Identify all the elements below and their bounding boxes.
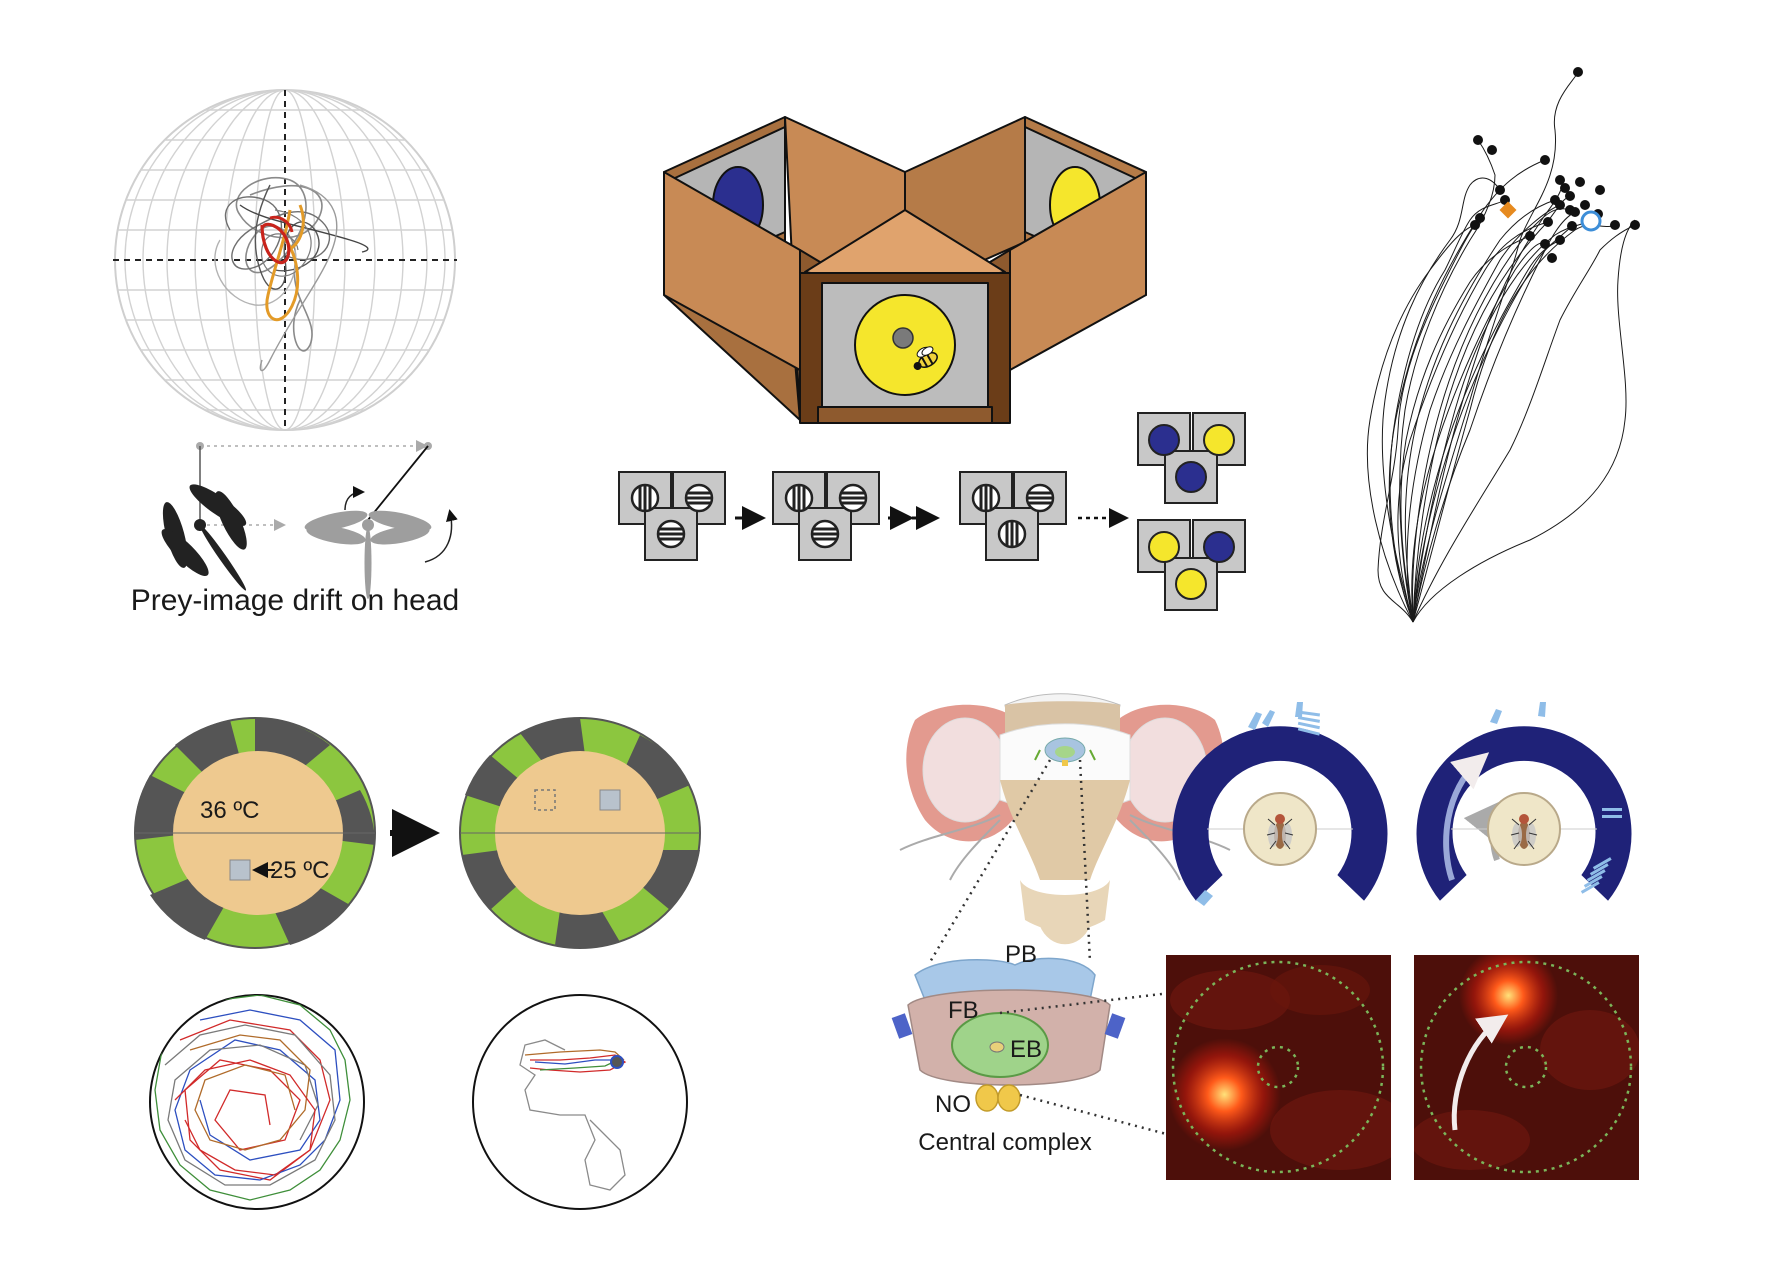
stimulus-trio xyxy=(618,471,726,561)
rotation-arrow-icon xyxy=(1443,752,1490,881)
head-sphere xyxy=(113,89,457,431)
noduli xyxy=(975,1084,999,1112)
fly-brain-panel: PB FB EB NO Central complex xyxy=(891,693,1639,1180)
central-complex-diagram: PB FB EB NO Central complex xyxy=(891,941,1126,1156)
zoom-line xyxy=(1078,759,1092,963)
stimulus-trio xyxy=(1137,519,1246,611)
calcium-image-2 xyxy=(1414,955,1639,1180)
bee-icon xyxy=(913,346,938,370)
led-arena-1 xyxy=(1172,702,1388,906)
hot-temperature-label: 36 ºC xyxy=(200,797,259,824)
stimulus-trio xyxy=(1137,412,1246,504)
fb-label: FB xyxy=(948,997,979,1024)
noduli xyxy=(997,1084,1021,1112)
calcium-image-1 xyxy=(1166,955,1391,1180)
release-points xyxy=(1470,67,1640,263)
bee-maze-panel xyxy=(618,116,1246,611)
training-sequence xyxy=(618,412,1246,611)
fly-head-icon xyxy=(899,693,1231,945)
drift-traces xyxy=(214,177,369,372)
dragonfly-icon xyxy=(304,510,432,599)
walking-tracks-before xyxy=(149,994,365,1210)
stimulus-trio xyxy=(772,471,880,561)
thermal-arena-panel: 36 ºC 25 ºC xyxy=(134,717,701,1210)
drift-schematic: Prey-image drift on head xyxy=(131,440,460,617)
zoom-line xyxy=(999,991,1171,1015)
pb-label: PB xyxy=(1005,941,1037,968)
drift-caption: Prey-image drift on head xyxy=(131,584,460,617)
rotation-arrow-icon xyxy=(344,486,365,511)
stimulus-trio xyxy=(959,471,1067,561)
trajectory-lines xyxy=(1366,71,1636,623)
no-label: NO xyxy=(935,1091,971,1118)
eb-label: EB xyxy=(1010,1036,1042,1063)
cool-spot xyxy=(599,789,621,811)
goal-marker xyxy=(1580,210,1602,232)
walking-tracks-after xyxy=(472,994,688,1210)
maze-box xyxy=(663,116,1147,424)
protocerebral-bridge xyxy=(914,957,1096,1001)
arena-before: 36 ºC 25 ºC xyxy=(134,717,376,949)
cool-spot xyxy=(229,859,251,881)
homing-trajectories-panel xyxy=(1366,67,1640,623)
led-arena-2 xyxy=(1416,702,1632,901)
zoom-line xyxy=(1019,1093,1171,1137)
arena-after xyxy=(459,717,701,949)
central-complex-caption: Central complex xyxy=(918,1129,1091,1156)
rotation-arrow-icon xyxy=(1451,1014,1509,1131)
fly-icon xyxy=(1510,814,1538,850)
previous-cool-spot xyxy=(534,789,556,811)
dragonfly-icon xyxy=(161,484,247,591)
cool-temperature-label: 25 ºC xyxy=(270,857,329,884)
rotation-arrow-icon xyxy=(424,509,458,563)
dragonfly-panel: Prey-image drift on head xyxy=(113,89,460,617)
fly-icon xyxy=(1266,814,1294,850)
landmark-marker xyxy=(1499,201,1517,219)
